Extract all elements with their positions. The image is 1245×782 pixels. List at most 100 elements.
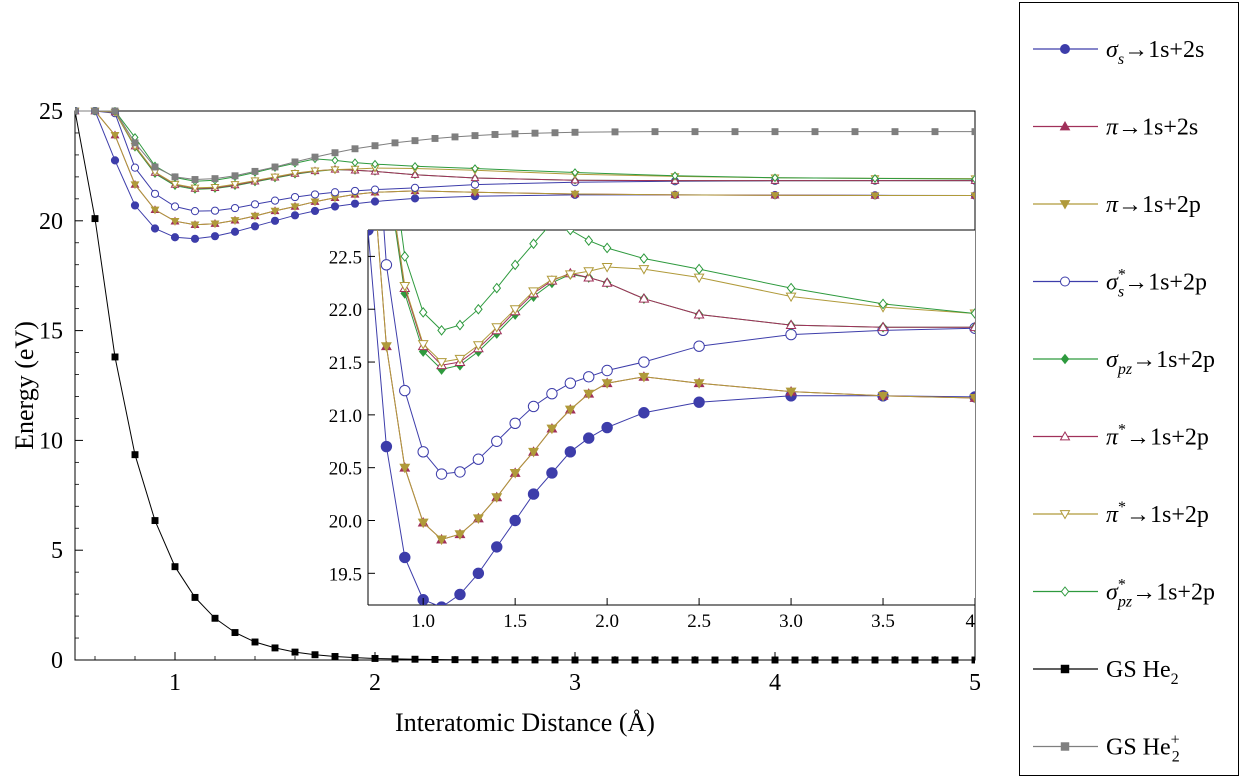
inset-y-tick-label: 21.0: [329, 406, 362, 427]
point-5-17: [470, 173, 480, 182]
inset-point-6-6: [436, 358, 448, 368]
legend-label-sub: pz: [1117, 594, 1133, 611]
point-0-12: [310, 206, 320, 216]
inset-point-7-15: [602, 242, 612, 254]
inset-point-2-2: [363, 105, 372, 113]
main-plot: 0 5 10 15 20 25 1 2 3 4 5 Interatomic Distance (Å) E…: [10, 99, 981, 737]
point-2-12: [310, 198, 320, 207]
point-9-26: [611, 128, 619, 136]
inset-point-6-8: [472, 341, 484, 351]
legend-label-sub: 2: [1172, 749, 1180, 766]
inset-point-4-2: [364, 0, 371, 2]
inset-point-7-3: [383, 114, 390, 123]
inset-point-7-14: [584, 235, 594, 246]
inset-point-3-11: [527, 400, 540, 413]
point-0-7: [210, 232, 220, 241]
y-tick-label: 15: [39, 319, 63, 345]
point-3-11: [290, 192, 300, 202]
point-8-23: [531, 656, 539, 664]
point-3-3: [130, 163, 140, 172]
point-2-2: [110, 131, 120, 140]
point-2-17: [470, 189, 480, 197]
inset-x-tick-label: 1.0: [411, 611, 435, 632]
point-9-10: [271, 163, 279, 171]
x-axis-label: Interatomic Distance (Å): [395, 708, 655, 737]
inset-point-2-14: [583, 389, 595, 400]
inset-point-2-20: [969, 394, 975, 404]
legend-label-base: GS He: [1106, 657, 1171, 683]
point-9-16: [391, 139, 399, 147]
inset-point-6-16: [638, 265, 650, 275]
point-2-4: [150, 206, 160, 215]
legend: σs→1s+2s π→1s+2s π→1s+2p σ* s→1s+2p σpz→1s+2p…: [1019, 2, 1239, 776]
point-0-3: [130, 201, 140, 210]
inset-point-2-12: [546, 424, 558, 435]
point-2-5: [170, 218, 180, 226]
point-8-20: [471, 656, 479, 664]
point-7-14: [351, 158, 359, 168]
legend-label-base: σ: [1106, 347, 1119, 373]
inset-point-6-11: [528, 287, 540, 297]
inset-point-5-3: [382, 157, 391, 165]
point-8-13: [331, 653, 339, 660]
point-0-13: [330, 202, 340, 211]
point-6-8: [230, 181, 240, 189]
inset-point-5-19: [877, 321, 889, 332]
point-2-8: [230, 217, 240, 225]
legend-label-sup: +: [1171, 732, 1180, 749]
point-9-0: [75, 107, 79, 115]
inset-point-0-7: [454, 588, 466, 601]
point-8-4: [151, 517, 159, 525]
inset-point-7-18: [786, 282, 796, 294]
legend-item: σpz→1s+2p: [1033, 347, 1215, 378]
inset-point-2-13: [564, 405, 576, 416]
legend-label-tail: →1s+2s: [1118, 115, 1198, 141]
point-8-40: [871, 656, 879, 664]
point-8-32: [711, 656, 719, 664]
y-axis-label: Energy (eV): [10, 321, 39, 450]
point-9-9: [251, 167, 259, 175]
point-8-14: [351, 654, 359, 662]
inset-x-tick-label: 4: [966, 611, 976, 632]
legend-label-sup: *: [1118, 499, 1126, 516]
y-tick-label: 10: [39, 428, 63, 454]
point-9-6: [191, 176, 199, 183]
point-7-13: [331, 156, 339, 165]
point-3-14: [350, 186, 360, 196]
point-8-15: [371, 655, 379, 662]
legend-label: GS He2: [1106, 657, 1179, 688]
inset-point-2-16: [638, 372, 650, 383]
point-7-22: [971, 174, 975, 184]
main-series-group: [75, 107, 975, 664]
inset-point-7-7: [455, 319, 465, 331]
point-9-34: [931, 128, 939, 136]
point-2-19: [670, 191, 680, 200]
inset-y-tick-label: 22.5: [329, 247, 362, 268]
point-9-35: [971, 128, 975, 136]
legend-label: π*→1s+2p: [1106, 422, 1209, 451]
inset-point-3-13: [564, 377, 577, 389]
point-2-7: [210, 220, 220, 229]
inset-point-3-6: [435, 468, 448, 480]
point-9-7: [211, 175, 219, 183]
inset-point-6-2: [363, 0, 372, 2]
legend-label: π*→1s+2p: [1106, 499, 1209, 528]
inset-point-6-12: [546, 275, 558, 286]
legend-marker-swatch: [1060, 44, 1070, 54]
inset-point-7-5: [418, 306, 428, 318]
inset-point-5-17: [693, 308, 705, 319]
point-8-6: [191, 593, 199, 601]
legend-label: σs→1s+2s: [1106, 37, 1204, 68]
point-8-24: [551, 656, 559, 664]
point-8-3: [131, 451, 139, 459]
point-0-16: [410, 194, 420, 203]
inset-point-0-12: [546, 467, 558, 479]
legend-label-tail: →1s+2p: [1126, 425, 1209, 451]
inset-point-2-17: [693, 379, 705, 389]
point-0-11: [290, 211, 300, 220]
legend-item: GS He2: [1033, 657, 1179, 688]
series-line-7: [75, 110, 975, 182]
point-9-11: [291, 158, 299, 166]
inset-point-5-2: [363, 0, 372, 1]
point-8-27: [611, 656, 619, 664]
